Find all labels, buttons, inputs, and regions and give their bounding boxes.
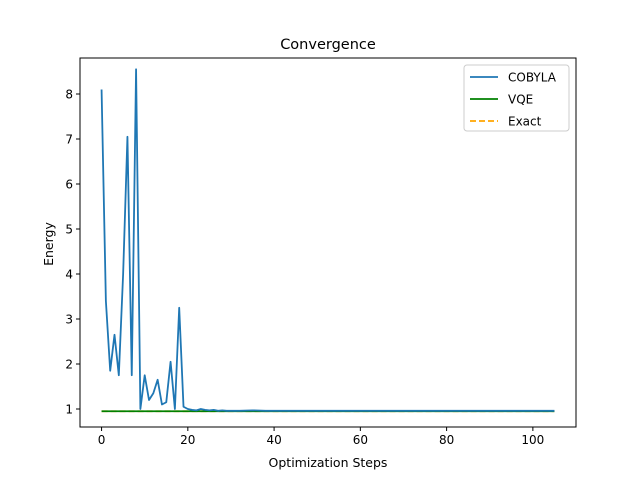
x-axis-label: Optimization Steps [269,455,388,470]
y-tick-label: 3 [65,313,73,327]
series-line-cobyla [100,68,555,412]
y-tick-label: 6 [65,178,73,192]
y-tick-label: 7 [65,133,73,147]
y-tick-label: 8 [65,88,73,102]
x-tick-label: 20 [180,433,195,447]
legend-box [463,64,570,132]
plot-area [100,68,555,413]
x-tick-label: 0 [98,433,106,447]
y-axis-label: Energy [41,222,56,266]
x-tick-label: 40 [266,433,281,447]
legend-entry-exact-label: Exact [508,115,542,129]
chart-title: Convergence [280,37,376,53]
y-tick-label: 4 [65,268,73,282]
x-tick-label: 100 [521,433,544,447]
legend: COBYLA VQE Exact [463,64,570,132]
x-tick-label: 60 [353,433,368,447]
x-tick-label: 80 [439,433,454,447]
legend-entry-cobyla-label: COBYLA [508,71,557,85]
legend-entry-vqe-label: VQE [508,93,533,107]
axis-ticks: 0 20 40 60 80 100 1 2 3 4 5 6 7 8 [65,88,544,448]
y-tick-label: 2 [65,358,73,372]
y-tick-label: 5 [65,223,73,237]
y-tick-label: 1 [65,403,73,417]
plot-frame [79,57,577,428]
